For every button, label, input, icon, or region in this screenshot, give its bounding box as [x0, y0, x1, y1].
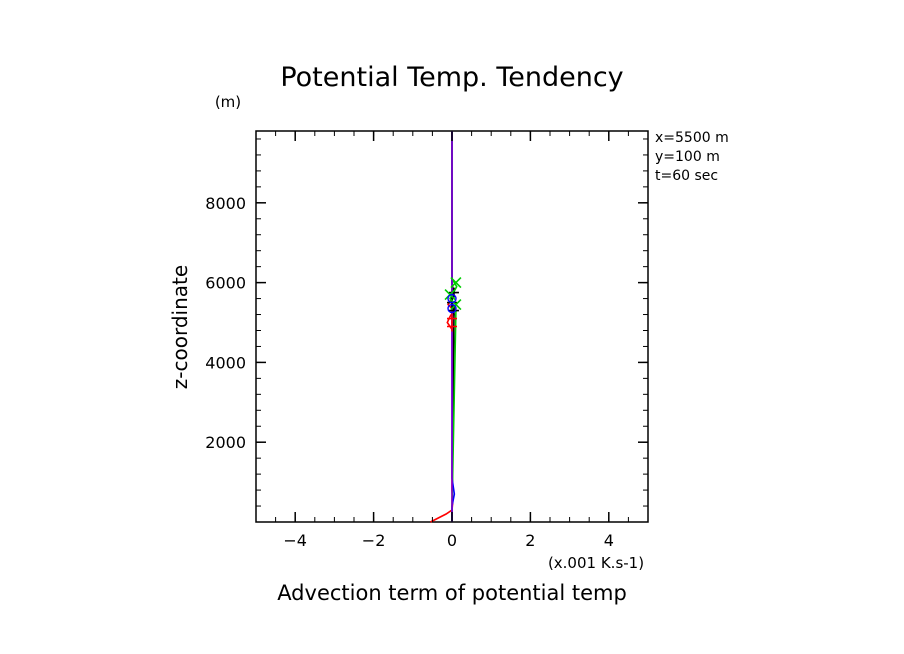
y-axis-label: z-coordinate — [168, 265, 192, 389]
marker-circle — [447, 303, 457, 314]
x-tick-label: 4 — [604, 531, 614, 550]
marker-cross — [450, 277, 462, 289]
x-tick-label: 0 — [447, 531, 457, 550]
annotation-x: x=5500 m — [655, 130, 729, 146]
y-tick-label: 6000 — [205, 274, 246, 293]
annotation-y: y=100 m — [655, 149, 720, 165]
marker-group — [444, 277, 462, 332]
y-tick-label: 4000 — [205, 353, 246, 372]
tick-group: −4 −2 0 2 4 2000 4000 6000 8000 — [205, 131, 649, 550]
x-tick-label: −4 — [283, 531, 307, 550]
y-tick-label: 2000 — [205, 433, 246, 452]
marker-circle — [447, 293, 457, 304]
y-tick-label: 8000 — [205, 194, 246, 213]
annotation-t: t=60 sec — [655, 168, 718, 184]
x-axis-label: Advection term of potential temp — [277, 581, 627, 605]
x-tick-label: −2 — [362, 531, 386, 550]
marker-cross — [450, 298, 462, 311]
x-units: (x.001 K.s-1) — [548, 554, 644, 572]
y-units: (m) — [215, 93, 241, 111]
chart-title: Potential Temp. Tendency — [280, 62, 623, 93]
marker-plus — [447, 313, 457, 324]
marker-plus — [448, 287, 459, 298]
x-tick-label: 2 — [525, 531, 535, 550]
